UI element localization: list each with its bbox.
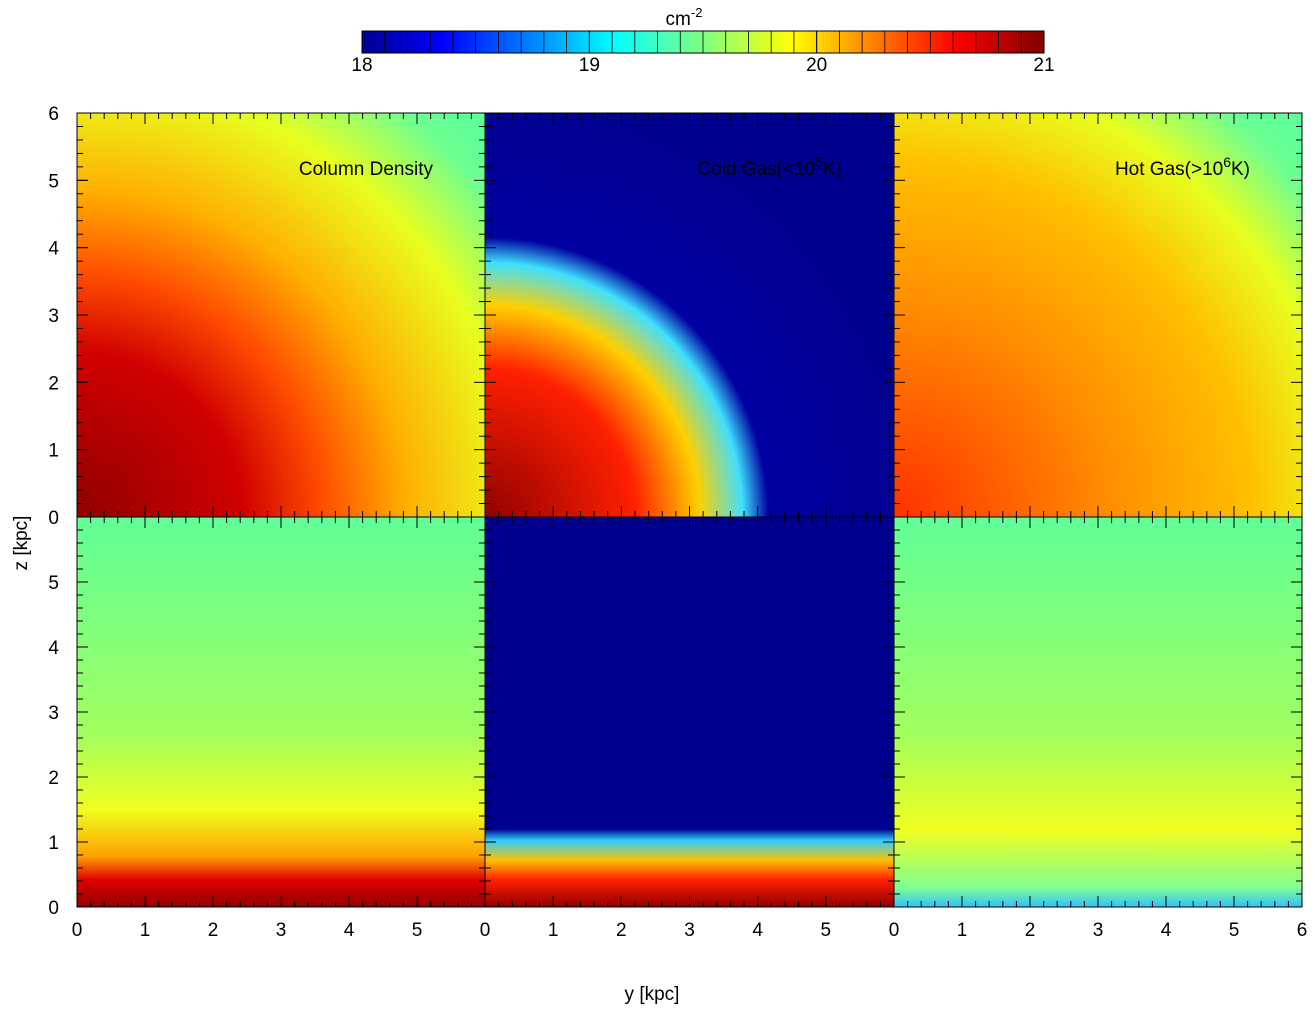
y-tick-label: 0	[48, 898, 59, 919]
panel-title-text: Hot Gas(>10	[1115, 159, 1223, 180]
colorbar-tick-label: 19	[579, 55, 600, 76]
x-tick-label: 1	[140, 920, 151, 941]
panel-title-text: K)	[1231, 159, 1250, 180]
y-tick-label: 1	[48, 833, 59, 854]
x-tick-label: 2	[1025, 920, 1036, 941]
x-tick-label: 4	[752, 920, 763, 941]
heatmap	[77, 517, 485, 907]
panel-title-text: Column Density	[299, 159, 434, 180]
panel	[76, 112, 486, 518]
y-tick-label: 0	[48, 508, 59, 529]
colorbar-label: cm-2	[666, 5, 703, 30]
x-tick-label: 5	[1229, 920, 1240, 941]
y-tick-label: 4	[48, 239, 59, 260]
heatmap	[485, 517, 894, 907]
heatmap	[894, 113, 1302, 517]
x-tick-label: 0	[72, 920, 83, 941]
x-tick-label: 6	[1297, 920, 1308, 941]
panel-title-text: Cold Gas(<10	[697, 159, 815, 180]
y-tick-label: 3	[48, 306, 59, 327]
y-tick-label: 1	[48, 441, 59, 462]
x-tick-label: 0	[480, 920, 491, 941]
panel	[76, 516, 486, 908]
y-tick-label: 2	[48, 373, 59, 394]
x-tick-label: 3	[1093, 920, 1104, 941]
heatmap	[485, 113, 894, 517]
y-axis-label: z [kpc]	[11, 516, 32, 571]
y-tick-label: 6	[48, 104, 59, 125]
colorbar-unit-exponent: -2	[691, 5, 703, 20]
y-tick-label: 2	[48, 768, 59, 789]
colorbar-tick-label: 20	[806, 55, 827, 76]
colorbar-tick-label: 18	[351, 55, 372, 76]
colorbar-tick-label: 21	[1033, 55, 1054, 76]
x-tick-label: 5	[412, 920, 423, 941]
colorbar-unit: cm	[666, 9, 691, 30]
heatmap	[77, 113, 485, 517]
x-tick-label: 2	[208, 920, 219, 941]
panel-title: Hot Gas(>106K)	[1115, 154, 1250, 180]
x-tick-label: 1	[548, 920, 559, 941]
panel-title-text: K)	[823, 159, 842, 180]
x-axis-label: y [kpc]	[625, 984, 680, 1005]
x-tick-label: 0	[889, 920, 900, 941]
panel-title: Cold Gas(<105K)	[697, 154, 842, 180]
panel-title-exponent: 5	[815, 154, 823, 170]
panel	[893, 516, 1303, 908]
heatmap	[894, 517, 1302, 907]
y-tick-label: 3	[48, 703, 59, 724]
panel	[484, 112, 895, 518]
x-tick-label: 2	[616, 920, 627, 941]
panel-title: Column Density	[299, 159, 434, 180]
x-tick-label: 4	[1161, 920, 1172, 941]
y-tick-label: 5	[48, 171, 59, 192]
y-tick-label: 4	[48, 638, 59, 659]
x-tick-label: 3	[684, 920, 695, 941]
panel	[484, 516, 895, 908]
x-tick-label: 1	[957, 920, 968, 941]
y-tick-label: 5	[48, 573, 59, 594]
panel-title-exponent: 6	[1223, 154, 1231, 170]
x-tick-label: 3	[276, 920, 287, 941]
panel	[893, 112, 1303, 518]
x-tick-label: 4	[344, 920, 355, 941]
x-tick-label: 5	[821, 920, 832, 941]
